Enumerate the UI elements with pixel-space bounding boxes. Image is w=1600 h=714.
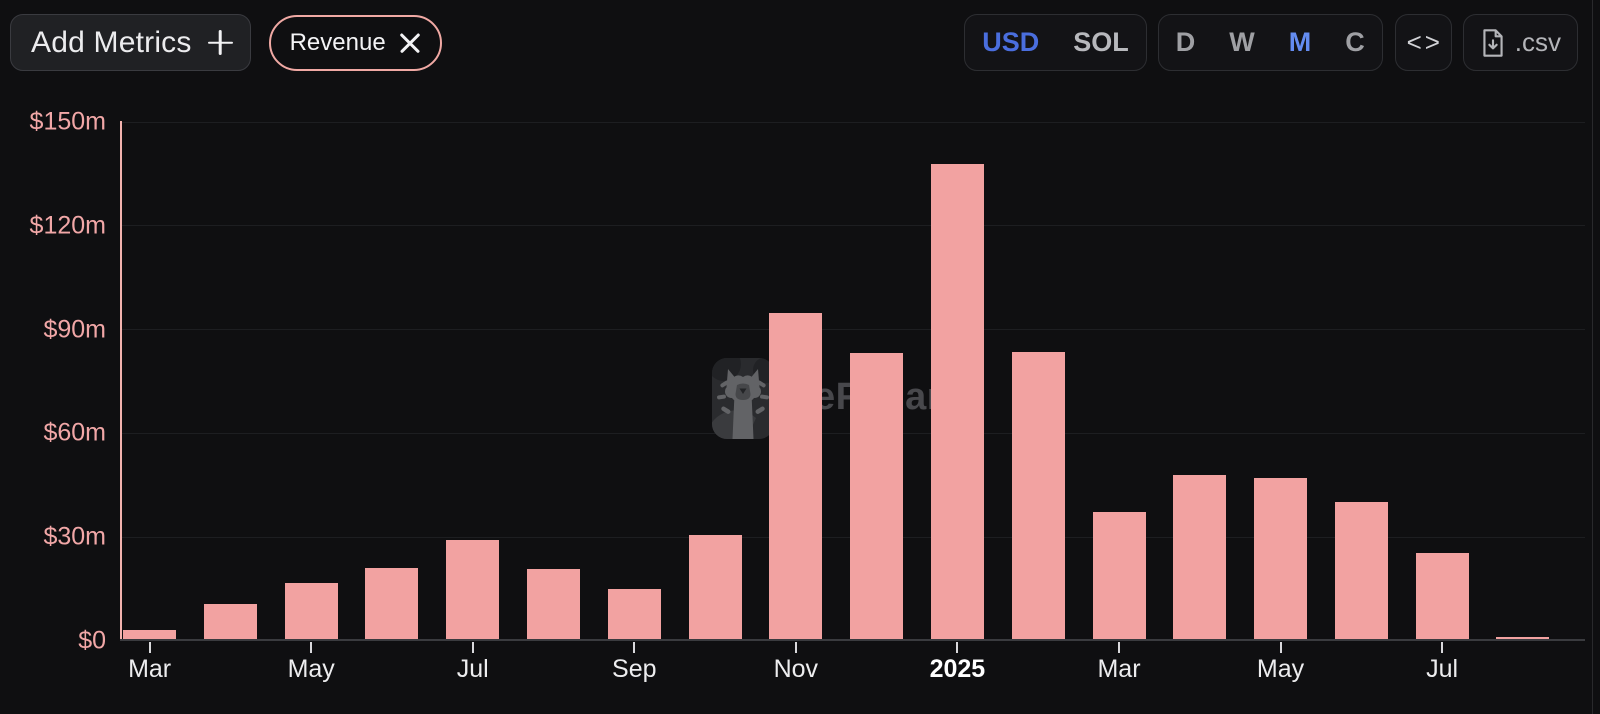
bar-jun-2025[interactable] <box>1334 502 1388 640</box>
download-csv-button[interactable]: .csv <box>1462 14 1578 71</box>
bar-apr-2024[interactable] <box>203 604 257 640</box>
add-metrics-button[interactable]: Add Metrics <box>10 14 251 71</box>
x-tick-mar <box>1118 642 1120 653</box>
chart-toolbar: Add Metrics Revenue USD SOL D W M C <> .csv <box>10 14 1578 71</box>
x-tick-jul <box>1441 642 1444 653</box>
embed-code-button[interactable]: <> <box>1394 14 1452 71</box>
x-axis-label-jul: Jul <box>456 655 489 683</box>
bar-may-2025[interactable] <box>1254 478 1307 640</box>
interval-option-w[interactable]: W <box>1229 27 1255 57</box>
x-axis-label-may: May <box>287 655 335 683</box>
gridline-$120m <box>121 225 1585 226</box>
add-metrics-label: Add Metrics <box>31 25 192 59</box>
y-axis-label-$120m: $120m <box>29 211 106 240</box>
currency-toggle-group: USD SOL <box>964 14 1147 71</box>
x-axis-label-sep: Sep <box>612 655 657 683</box>
code-icon: <> <box>1406 27 1443 57</box>
bar-jul-2025[interactable] <box>1415 553 1469 640</box>
bar-jun-2024[interactable] <box>365 568 419 640</box>
y-axis-label-$30m: $30m <box>43 522 106 551</box>
bar-apr-2025[interactable] <box>1173 475 1227 640</box>
defillama-llama-logo-icon <box>712 358 774 439</box>
y-axis-label-$0: $0 <box>78 626 106 655</box>
interval-option-m[interactable]: M <box>1288 27 1312 57</box>
x-axis-label-mar: Mar <box>1097 655 1141 683</box>
y-axis-label-$150m: $150m <box>29 107 106 136</box>
download-file-icon <box>1483 28 1503 57</box>
pane-divider <box>1592 0 1593 714</box>
bar-jan-2025[interactable] <box>930 164 984 640</box>
gridline-$150m <box>121 122 1585 123</box>
metric-pill-label: Revenue <box>289 28 386 56</box>
bar-mar-2024[interactable] <box>123 630 177 640</box>
y-axis-label-$90m: $90m <box>43 315 106 344</box>
x-tick-sep <box>633 642 636 653</box>
x-tick-2025 <box>956 642 959 653</box>
bar-aug-2024[interactable] <box>527 569 580 640</box>
x-axis-label-nov: Nov <box>773 655 819 683</box>
interval-option-d[interactable]: D <box>1175 27 1196 57</box>
bar-aug-2025[interactable] <box>1496 637 1550 640</box>
bar-mar-2025[interactable] <box>1092 512 1146 640</box>
x-axis-line <box>120 639 1585 641</box>
bar-sep-2024[interactable] <box>607 589 661 640</box>
bar-nov-2024[interactable] <box>769 313 823 640</box>
y-axis-label-$60m: $60m <box>43 418 106 447</box>
x-axis-label-may: May <box>1256 655 1305 683</box>
y-axis-line <box>120 121 122 641</box>
currency-option-sol[interactable]: SOL <box>1073 27 1129 57</box>
gridline-$90m <box>121 329 1585 330</box>
interval-option-c[interactable]: C <box>1345 27 1365 57</box>
x-tick-may <box>1279 642 1282 653</box>
bar-oct-2024[interactable] <box>688 535 742 640</box>
metric-pill-revenue[interactable]: Revenue <box>268 14 442 71</box>
x-tick-nov <box>794 642 797 653</box>
x-axis-label-2025: 2025 <box>929 655 986 683</box>
currency-option-usd[interactable]: USD <box>982 27 1040 57</box>
csv-button-label: .csv <box>1514 27 1561 57</box>
bar-may-2024[interactable] <box>284 583 338 640</box>
x-tick-mar <box>148 642 151 653</box>
bar-jul-2024[interactable] <box>446 540 500 640</box>
x-tick-may <box>310 642 313 653</box>
x-axis-label-jul: Jul <box>1426 655 1459 683</box>
bar-dec-2024[interactable] <box>850 353 904 640</box>
bar-feb-2025[interactable] <box>1011 352 1065 640</box>
x-axis-label-mar: Mar <box>128 655 172 683</box>
x-tick-jul <box>471 642 474 653</box>
